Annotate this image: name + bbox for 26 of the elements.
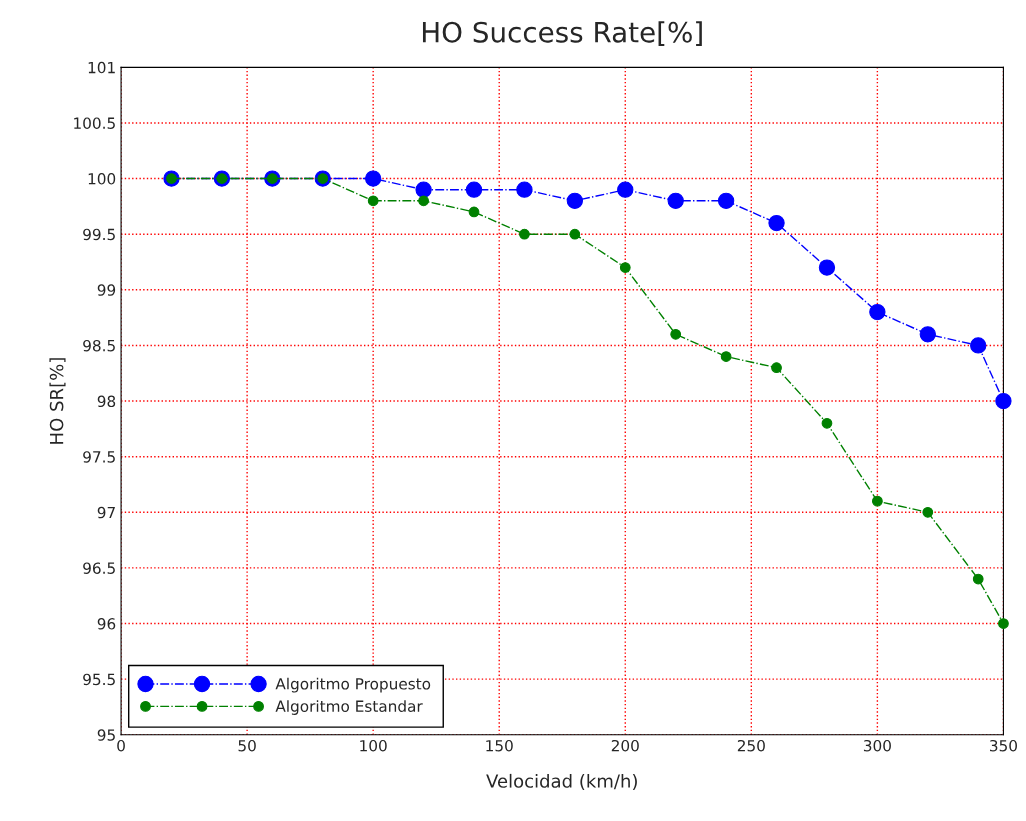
y-tick-label: 98.5 (83, 339, 115, 352)
y-axis-title: HO SR[%] (49, 358, 66, 444)
y-tick-label: 96 (97, 618, 116, 630)
legend-label: Algoritmo Estandar (275, 700, 423, 715)
y-tick-label: 98 (97, 395, 116, 408)
y-tick-label: 101 (88, 61, 115, 74)
x-tick-label: 250 (737, 739, 765, 752)
x-tick-label: 100 (360, 739, 387, 752)
x-axis-title: Velocidad (km/h) (486, 773, 637, 790)
chart-title: HO Success Rate[%] (422, 21, 702, 46)
y-tick-label: 95 (97, 729, 115, 741)
y-tick-label: 97.5 (83, 451, 115, 463)
y-tick-label: 99.5 (83, 228, 115, 241)
x-tick-label: 0 (117, 739, 125, 752)
x-tick-label: 150 (486, 739, 513, 752)
y-tick-label: 97 (97, 506, 115, 519)
x-tick-label: 300 (863, 739, 891, 752)
y-tick-label: 100.5 (74, 117, 115, 129)
y-tick-label: 95.5 (83, 673, 115, 686)
x-tick-label: 50 (238, 739, 256, 752)
y-tick-label: 99 (97, 284, 116, 296)
y-tick-label: 96.5 (83, 562, 115, 574)
legend-label: Algoritmo Propuesto (275, 677, 431, 693)
x-tick-label: 350 (990, 739, 1017, 752)
y-tick-label: 100 (88, 173, 116, 185)
x-tick-label: 200 (611, 739, 639, 752)
